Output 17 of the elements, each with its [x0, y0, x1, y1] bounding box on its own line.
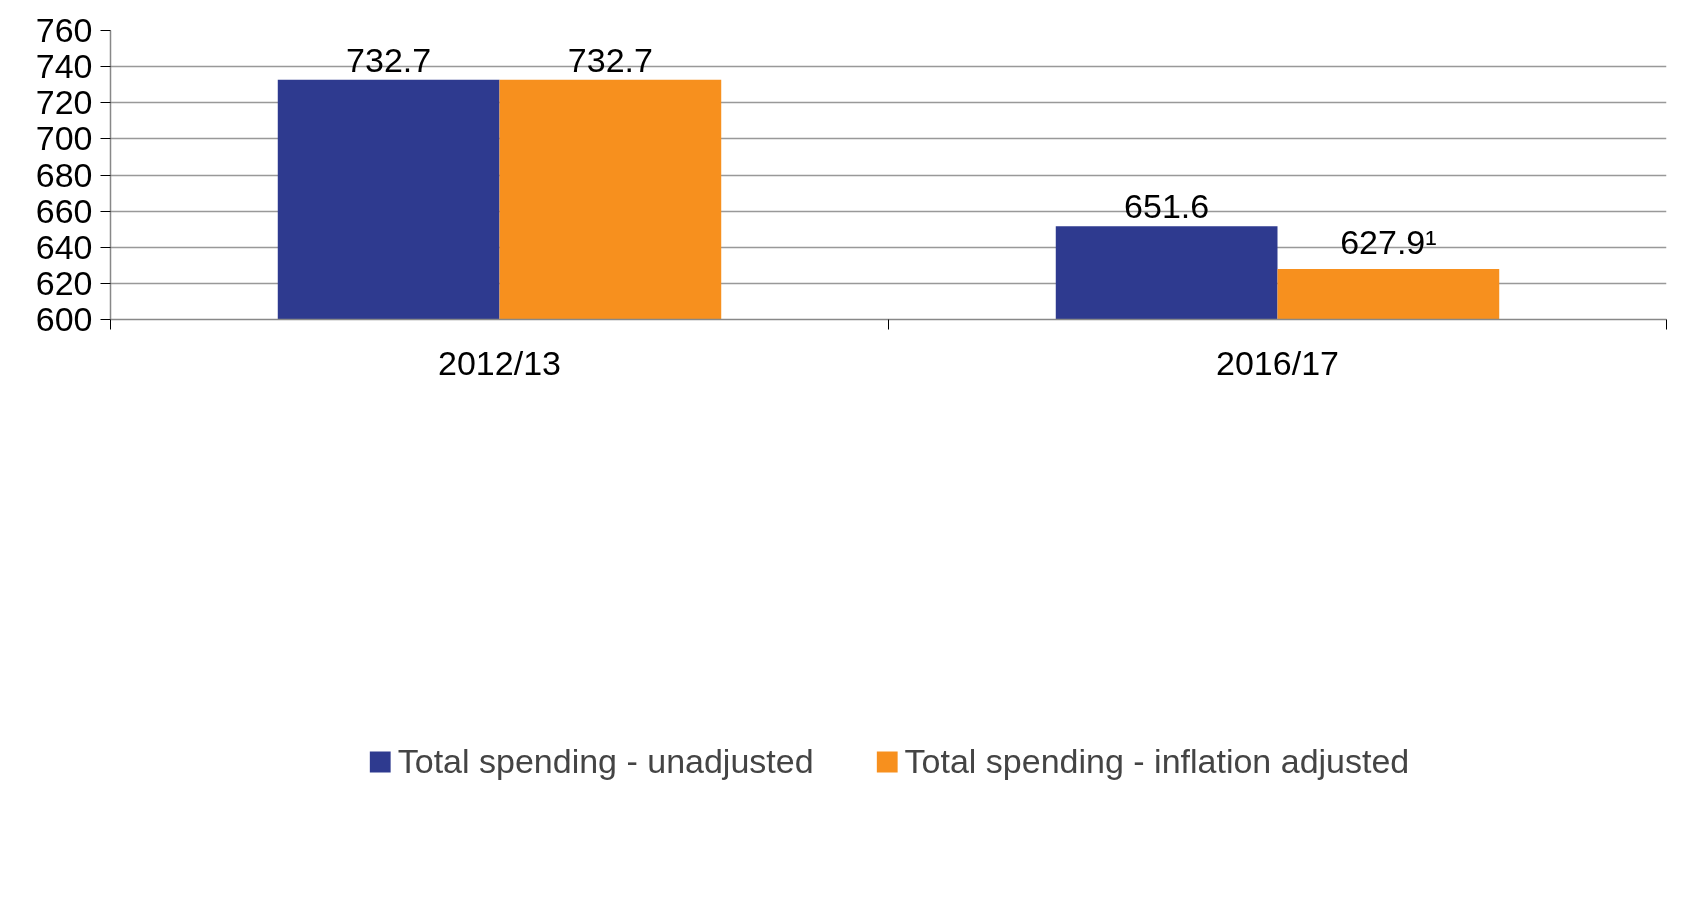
y-tick-label: 680 [35, 155, 93, 194]
legend-label: Total spending - inflation adjusted [904, 741, 1410, 781]
y-tick-label: 620 [35, 263, 93, 302]
legend-label: Total spending - unadjusted [397, 741, 814, 781]
y-tick-label: 760 [35, 11, 93, 49]
data-label: 732.7 [346, 40, 432, 79]
y-tick-label: 600 [35, 300, 93, 338]
x-tick-label: 2012/13 [438, 343, 561, 382]
y-tick-label: 640 [35, 227, 93, 266]
data-label: 627.9¹ [1340, 223, 1437, 262]
y-tick-label: 700 [35, 119, 93, 158]
y-tick-label: 720 [35, 83, 93, 122]
y-tick-label: 740 [35, 47, 93, 86]
y-tick-label: 660 [35, 191, 93, 230]
data-label: 732.7 [567, 40, 653, 79]
data-label: 651.6 [1124, 187, 1210, 226]
x-tick-label: 2016/17 [1216, 343, 1339, 382]
